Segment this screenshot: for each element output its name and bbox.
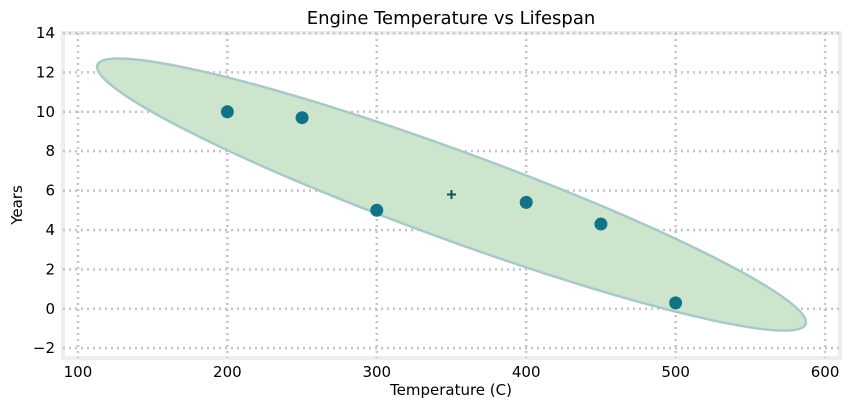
x-tick-label: 300 bbox=[362, 363, 391, 381]
x-tick-label: 200 bbox=[213, 363, 242, 381]
y-tick-labels: −2 0 2 4 6 8 10 12 14 bbox=[33, 24, 55, 357]
data-point bbox=[370, 203, 384, 217]
y-tick-label: 0 bbox=[45, 300, 55, 318]
data-point bbox=[594, 217, 608, 231]
x-tick-label: 600 bbox=[811, 363, 840, 381]
data-point bbox=[220, 105, 234, 119]
data-points bbox=[220, 105, 683, 310]
x-tick-label: 500 bbox=[661, 363, 690, 381]
y-tick-label: 6 bbox=[45, 182, 55, 200]
y-tick-label: 12 bbox=[36, 63, 55, 81]
chart-title: Engine Temperature vs Lifespan bbox=[307, 8, 596, 29]
y-tick-label: 8 bbox=[45, 142, 55, 160]
y-tick-label: 2 bbox=[45, 260, 55, 278]
y-tick-label: 14 bbox=[36, 24, 55, 42]
mean-marker bbox=[447, 190, 456, 200]
y-tick-label: 10 bbox=[36, 103, 55, 121]
data-point bbox=[519, 195, 533, 209]
y-tick-label: −2 bbox=[33, 339, 55, 357]
y-tick-label: 4 bbox=[45, 221, 55, 239]
x-tick-label: 400 bbox=[512, 363, 541, 381]
x-tick-label: 100 bbox=[64, 363, 93, 381]
y-axis-label: Years bbox=[8, 185, 26, 226]
data-point bbox=[295, 111, 309, 125]
x-axis-label: Temperature (C) bbox=[389, 381, 512, 399]
x-tick-labels: 100 200 300 400 500 600 bbox=[64, 363, 840, 381]
data-point bbox=[669, 296, 683, 310]
